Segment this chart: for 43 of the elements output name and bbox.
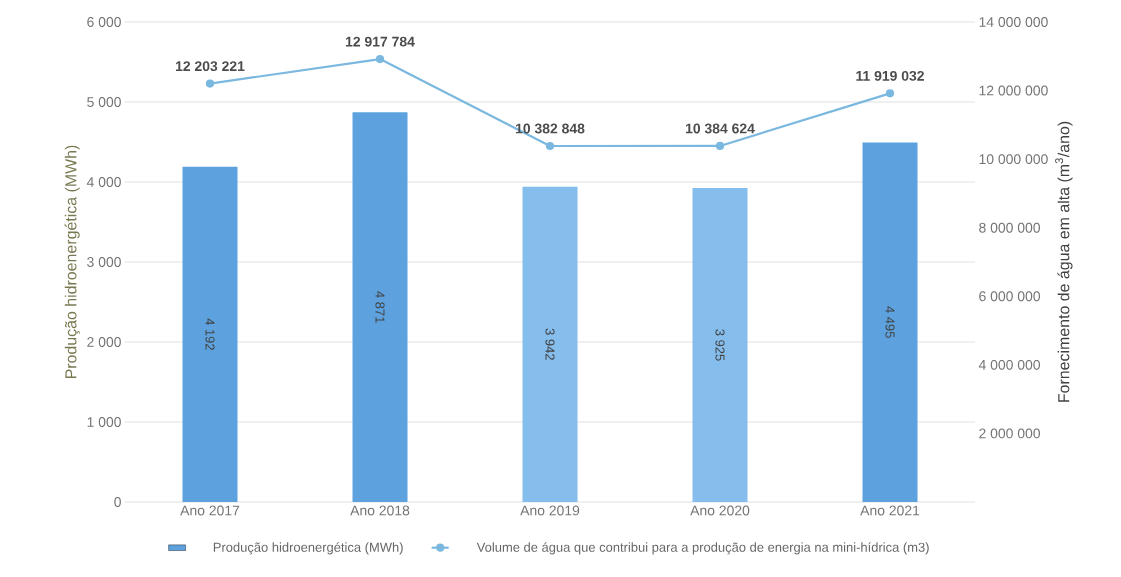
bar bbox=[182, 166, 238, 502]
legend-label: Produção hidroenergética (MWh) bbox=[213, 542, 403, 555]
y-tick-label: 1 000 bbox=[87, 417, 121, 427]
bar bbox=[522, 186, 578, 502]
y2-axis-title: Fornecimento de água em alta (m$^{3}$/ano) bbox=[1055, 121, 1073, 402]
y-tick-label: 6 000 bbox=[87, 17, 121, 27]
bar bbox=[862, 142, 918, 502]
point bbox=[205, 79, 215, 88]
y2-tick-label: 12 000 000 bbox=[979, 85, 1048, 96]
data-label: 3 925 bbox=[715, 329, 725, 361]
bar bbox=[692, 188, 748, 502]
y-axis-title: Produção hidroenergética (MWh) bbox=[64, 145, 80, 379]
x-tick-label: Ano 2021 bbox=[860, 505, 920, 516]
data-label: 3 942 bbox=[545, 328, 555, 360]
y-tick-label: 2 000 bbox=[87, 337, 121, 347]
x-tick-label: Ano 2020 bbox=[690, 505, 750, 516]
y2-tick-label: 14 000 000 bbox=[979, 17, 1048, 27]
data-label: 4 871 bbox=[375, 291, 385, 323]
y2-tick-label: 10 000 000 bbox=[979, 154, 1048, 165]
y2-tick-label: 4 000 000 bbox=[978, 359, 1041, 370]
data-label: 11 919 032 bbox=[856, 70, 924, 81]
bar bbox=[352, 112, 408, 502]
data-label: 12 917 784 bbox=[345, 36, 415, 47]
data-label: 4 192 bbox=[205, 318, 215, 350]
x-tick-label: Ano 2017 bbox=[180, 505, 240, 516]
data-label: 10 384 624 bbox=[685, 123, 755, 134]
data-label: 10 382 848 bbox=[515, 123, 585, 134]
y-tick-label: 0 bbox=[114, 497, 121, 507]
y-tick-label: 3 000 bbox=[87, 257, 121, 267]
y-tick-label: 4 000 bbox=[86, 177, 121, 187]
y2-tick-label: 2 000 000 bbox=[979, 428, 1041, 439]
data-label: 12 203 221 bbox=[175, 61, 245, 72]
point bbox=[715, 141, 725, 151]
point bbox=[375, 55, 385, 64]
y2-tick-label: 8 000 000 bbox=[979, 222, 1041, 233]
x-tick-label: Ano 2018 bbox=[350, 505, 410, 516]
y2-tick-label: 6 000 000 bbox=[979, 291, 1041, 302]
point bbox=[885, 89, 895, 98]
x-tick-label: Ano 2019 bbox=[520, 505, 580, 516]
y-tick-label: 5 000 bbox=[87, 97, 121, 107]
legend-label: Volume de água que contribui para a produção de energia na mini-hídrica (m3) bbox=[476, 542, 929, 555]
point bbox=[545, 141, 555, 151]
data-label: 4 495 bbox=[885, 306, 895, 338]
